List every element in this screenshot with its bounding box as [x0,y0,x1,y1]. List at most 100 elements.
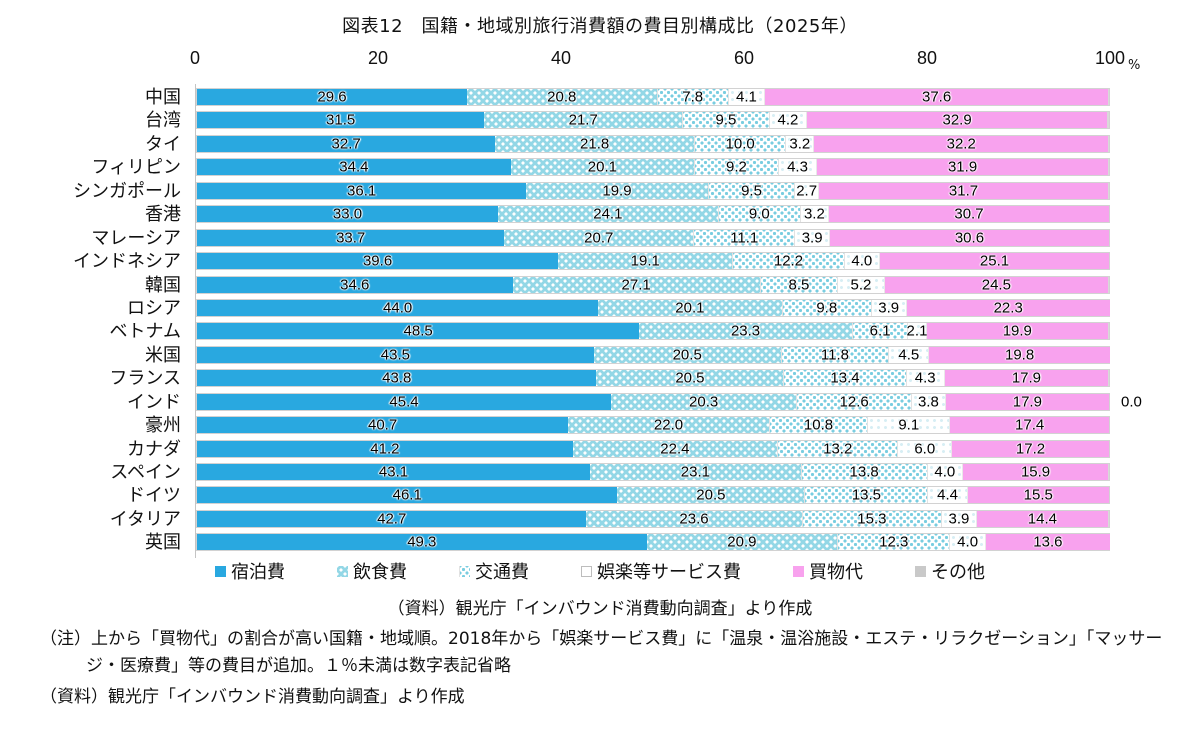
value-label: 30.6 [954,229,985,247]
bar-segment-transport: 12.6 [796,393,912,410]
value-label: 9.1 [898,416,920,434]
legend-item-shopping: 買物代 [793,558,863,584]
value-label: 42.7 [377,510,407,528]
bar-segment-transport: 9.2 [694,159,778,176]
country-label: 韓国 [145,274,181,296]
value-label: 20.5 [672,346,702,364]
bar-segment-shopping: 32.9 [807,112,1108,129]
value-label: 4.0 [934,463,956,481]
bar-segment-lodging: 48.5 [197,323,640,340]
bar-segment-lodging: 42.7 [197,510,587,528]
bar-row: 29.6 20.8 7.8 4.1 37.6 [196,88,1110,106]
bar-segment-food: 20.9 [646,533,838,551]
bar-segment-entertainment: 3.9 [794,229,830,246]
bar-segment-other [1108,370,1109,387]
value-label: 37.6 [921,88,952,106]
bar-row: 40.7 22.0 10.8 9.1 17.4 [196,416,1110,435]
plot-area: 29.6 20.8 7.8 4.1 37.6 31.5 21.7 9.5 4.2 32.9 32.7… [196,88,1142,557]
value-label: 5.2 [850,276,872,293]
bar-segment-food: 19.9 [526,182,708,199]
value-label: 22.4 [660,440,690,458]
legend-label: 飲食費 [353,562,407,583]
bar-segment-lodging: 46.1 [197,487,618,504]
legend-swatch-transport [459,565,470,577]
bar-segment-transport: 15.3 [801,510,942,527]
bar-segment-other [1108,135,1109,152]
bar-row: 33.7 20.7 11.1 3.9 30.6 [196,228,1110,247]
bar-segment-lodging: 31.5 [197,111,485,129]
bar-segment-other [1107,112,1109,129]
bar-segment-entertainment: 2.7 [794,182,819,200]
legend: 宿泊費 飲食費 交通費 娯楽等サービス費 買物代 その他 [0,558,1200,584]
legend-label: 宿泊費 [231,562,285,583]
bar-segment-transport: 11.8 [780,346,889,364]
value-label: 20.5 [675,369,705,387]
bar-segment-entertainment: 9.1 [867,416,951,434]
tick-label: 20 [367,48,389,68]
bar-segment-shopping: 15.5 [967,487,1109,504]
country-label: シンガポール [73,180,181,202]
value-label: 23.1 [680,463,710,481]
legend-item-food: 飲食費 [337,558,407,584]
value-label: 11.8 [820,346,850,364]
bar-segment-entertainment: 4.3 [777,158,818,176]
value-label: 13.4 [830,369,860,387]
bar-segment-entertainment: 3.9 [941,510,977,527]
bar-segment-transport: 9.8 [781,299,871,316]
value-label: 3.8 [917,393,939,411]
bar-segment-food: 20.5 [617,487,805,504]
value-label: 19.1 [630,252,660,270]
bar-row: 32.7 21.8 10.0 3.2 32.2 [196,134,1110,153]
bar-segment-shopping: 17.4 [950,417,1109,434]
bar-segment-lodging: 44.0 [197,299,599,316]
value-label: 3.2 [803,205,825,223]
bar-row: 43.8 20.5 13.4 4.3 17.9 [196,369,1110,388]
country-label: ベトナム [109,321,181,343]
bar-segment-transport: 13.4 [783,369,906,387]
value-label: 13.5 [851,486,882,504]
value-label: 4.4 [937,486,958,504]
value-label: 32.7 [331,135,361,153]
bar-segment-lodging: 29.6 [197,88,467,106]
value-label: 15.9 [1020,463,1051,481]
tick-label: 60 [733,48,755,68]
bar-segment-other [1108,182,1109,199]
value-label: 31.5 [326,111,356,129]
value-label: 22.0 [653,416,684,434]
bar-segment-lodging: 36.1 [197,182,527,199]
value-label: 25.1 [979,252,1010,270]
value-label: 2.7 [796,182,818,200]
bar-segment-entertainment: 5.2 [837,276,885,293]
bar-segment-shopping: 24.5 [884,276,1109,293]
value-label: 4.3 [787,158,808,176]
legend-swatch-shopping [793,565,804,577]
legend-swatch-food [337,565,348,577]
value-label: 20.9 [727,533,757,551]
country-label: 中国 [145,87,181,108]
value-label: 13.6 [1033,533,1063,551]
bar-segment-food: 21.7 [484,112,683,129]
value-label: 9.5 [741,182,762,200]
value-label: 43.8 [382,369,412,387]
value-label: 20.7 [584,229,614,247]
bar-row: 42.7 23.6 15.3 3.9 14.4 [196,509,1110,528]
note-text: 上から「買物代」の割合が高い国籍・地域順。2018年から「娯楽サービス費」に「温… [86,629,1163,677]
bar-segment-lodging: 40.7 [197,417,569,434]
value-label: 7.8 [682,88,704,106]
bar-segment-entertainment: 4.0 [926,463,964,481]
value-label: 20.1 [675,299,705,317]
bar-segment-entertainment: 4.1 [727,89,766,106]
bar-segment-lodging: 34.6 [197,276,513,293]
value-label: 8.5 [788,276,810,293]
bar-segment-lodging: 43.5 [197,346,594,364]
bar-row: 49.3 20.9 12.3 4.0 13.6 [196,533,1110,552]
bar-segment-food: 23.3 [639,323,852,340]
value-label: 43.5 [380,346,410,364]
bar-segment-shopping: 17.9 [944,370,1109,387]
value-label: 12.3 [879,533,909,551]
value-label: 21.8 [580,135,610,153]
legend-label: その他 [931,562,985,583]
note-prefix: （注） [40,629,91,649]
value-label: 29.6 [317,88,347,106]
value-label: 17.2 [1015,440,1046,458]
